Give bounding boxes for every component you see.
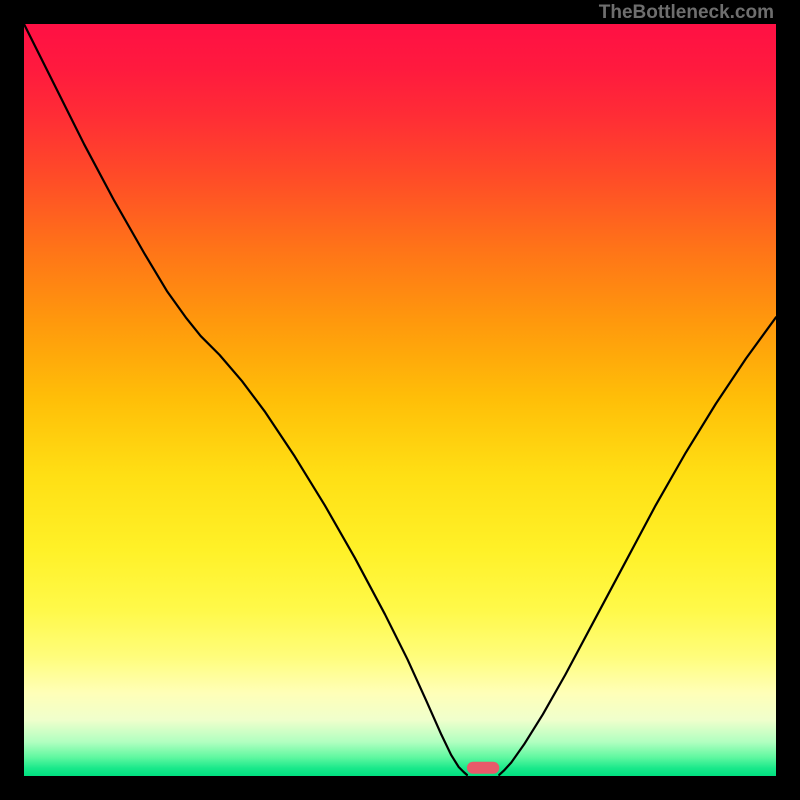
plot-area [24,24,776,776]
bottleneck-curve [24,24,776,776]
curve-left [24,24,467,775]
bottleneck-marker [467,762,499,774]
curve-right [499,317,776,775]
watermark-text: TheBottleneck.com [599,2,774,24]
chart-container: TheBottleneck.com [0,0,800,800]
